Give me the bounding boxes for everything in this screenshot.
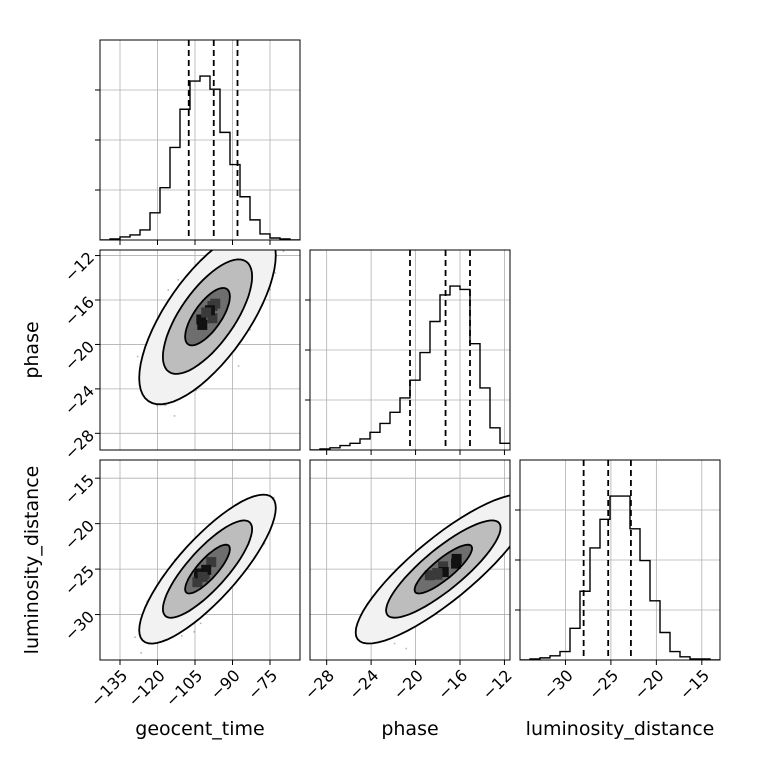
x-tick-label: −120 (124, 666, 169, 711)
density-core-cell (197, 571, 208, 582)
panel-frame (309, 249, 511, 451)
x-tick-label: −16 (434, 666, 471, 703)
x-axis-label-geocent_time: geocent_time (135, 718, 264, 740)
contour-line (161, 258, 254, 375)
hist-panel-luminosity_distance (515, 459, 721, 665)
contour-line (385, 519, 502, 619)
x-tick-label: −90 (207, 666, 244, 703)
density-core-cell (438, 561, 449, 572)
density-core-cell (201, 564, 212, 575)
y-tick-label: −30 (61, 607, 98, 644)
x-axis-label-luminosity_distance: luminosity_distance (526, 718, 715, 740)
histogram-geocent_time (100, 75, 300, 240)
density-core-cell (451, 558, 462, 569)
x-tick-label: −105 (162, 666, 207, 711)
y-tick-label: −24 (61, 381, 98, 418)
y-tick-label: −20 (61, 337, 98, 374)
panel-frame (519, 459, 721, 661)
y-axis-label-luminosity_distance: luminosity_distance (21, 466, 43, 655)
y-tick-label: −16 (61, 293, 98, 330)
contour-line (138, 493, 277, 645)
density-panel-geocent_time-luminosity_distance (95, 459, 301, 665)
hist-panel-phase (305, 249, 511, 455)
x-tick-label: −30 (539, 666, 576, 703)
contour-line (413, 543, 474, 595)
x-tick-label: −25 (585, 666, 622, 703)
panel-frame (99, 459, 301, 661)
density-core-cell (432, 568, 443, 579)
x-tick-label: −15 (676, 666, 713, 703)
contour-line (138, 250, 277, 406)
x-tick-label: −24 (345, 666, 382, 703)
density-core-cell (207, 313, 218, 324)
hist-panel-geocent_time (95, 39, 301, 245)
contour-line (161, 519, 254, 619)
panel-frame (99, 249, 301, 451)
histogram-luminosity_distance (520, 495, 720, 660)
y-tick-label: −20 (61, 516, 98, 553)
histogram-phase (310, 285, 510, 450)
y-tick-label: −25 (61, 562, 98, 599)
density-core-cell (197, 319, 208, 330)
y-tick-label: −12 (61, 248, 98, 285)
x-tick-label: −20 (630, 666, 667, 703)
density-core-cell (196, 314, 207, 325)
x-tick-label: −135 (87, 666, 132, 711)
panel-frame (99, 39, 301, 241)
contour-line (354, 494, 510, 645)
x-tick-label: −75 (244, 666, 281, 703)
density-panel-geocent_time-phase (95, 249, 301, 451)
panel-frame (309, 459, 511, 661)
contour-line (184, 287, 231, 347)
x-tick-label: −28 (301, 666, 338, 703)
y-tick-label: −15 (61, 471, 98, 508)
density-core-cell (201, 307, 212, 318)
y-tick-label: −28 (61, 426, 98, 463)
y-axis-label-phase: phase (21, 321, 43, 378)
contour-line (184, 543, 231, 595)
x-tick-label: −12 (478, 666, 515, 703)
density-core-cell (192, 577, 203, 588)
density-core-cell (206, 557, 217, 568)
x-tick-label: −20 (390, 666, 427, 703)
density-panel-phase-luminosity_distance (309, 459, 511, 665)
density-core-cell (438, 566, 449, 577)
x-axis-label-phase: phase (381, 718, 438, 740)
density-core-cell (424, 570, 435, 581)
